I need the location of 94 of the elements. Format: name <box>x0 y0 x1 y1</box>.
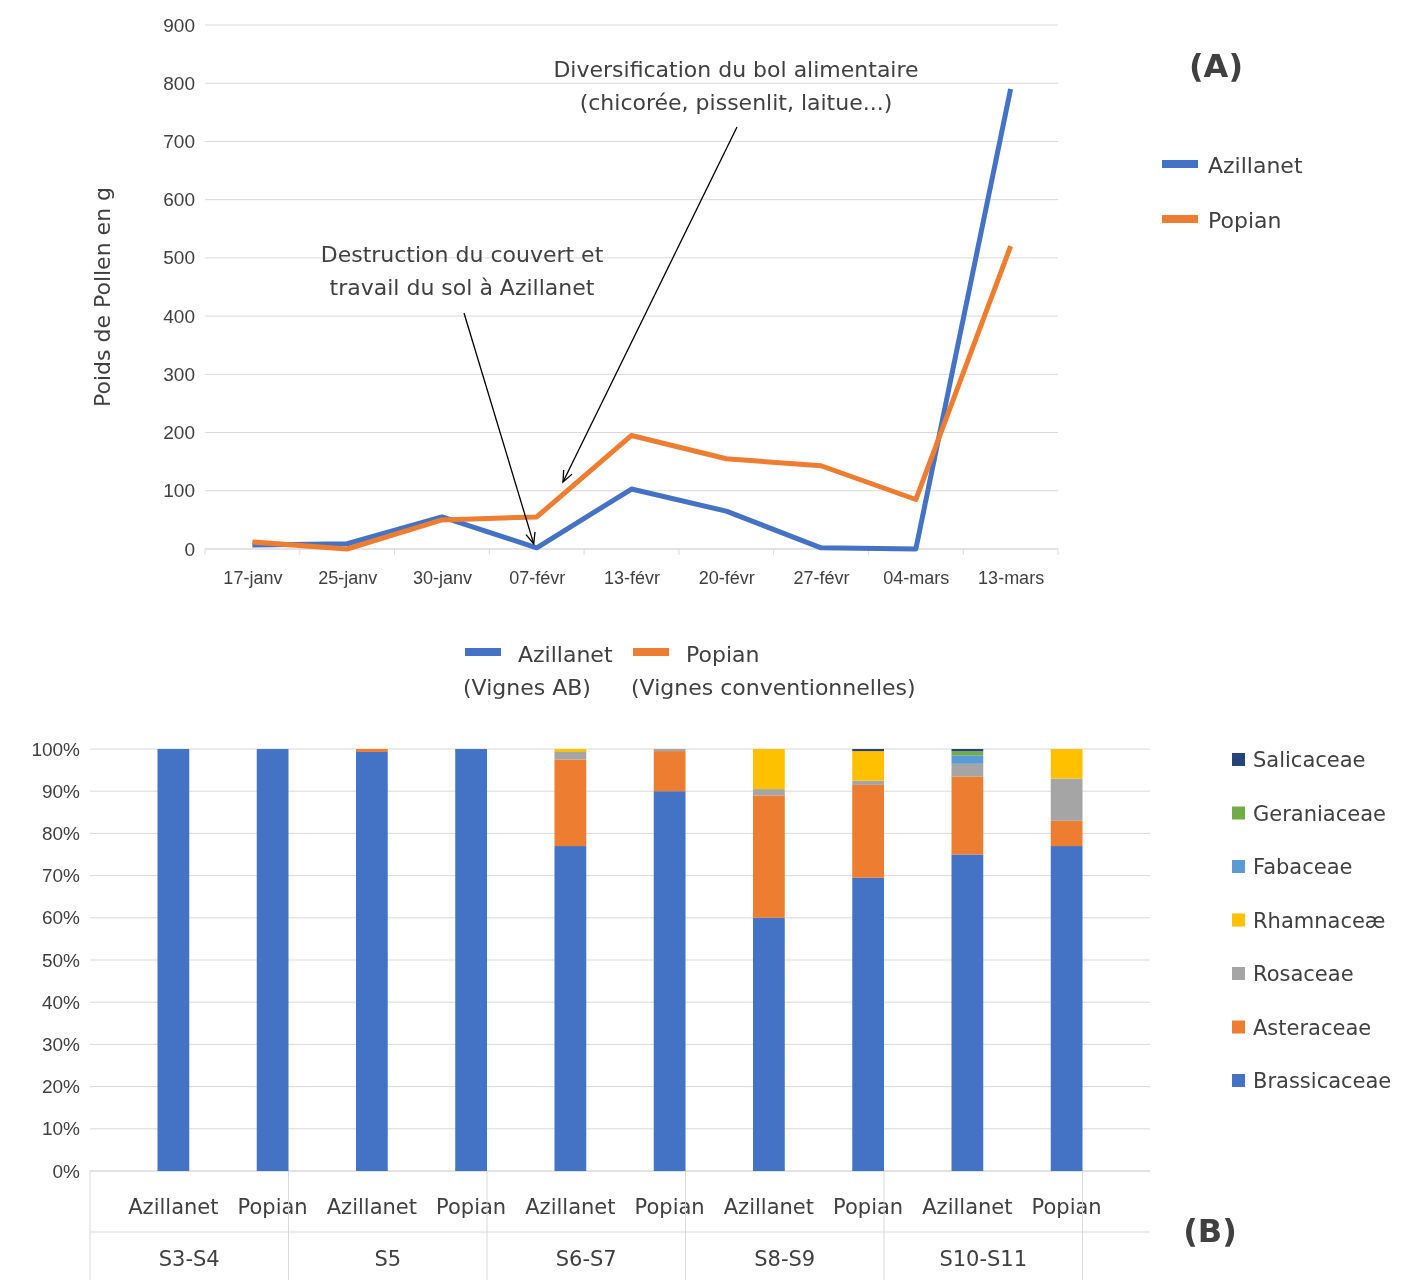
y-tick-label: 90% <box>41 780 81 802</box>
y-tick-label: 100 <box>163 480 195 502</box>
x-tick-label: 07-févr <box>509 567 566 588</box>
bar <box>852 751 885 781</box>
annotation: Diversification du bol alimentaire (chicorée, pissenlit, laitue...) <box>553 57 919 115</box>
bar <box>852 784 885 878</box>
x-tick-label: Popian <box>237 1195 308 1219</box>
bar <box>951 751 984 756</box>
legend-label: Asteraceae <box>1253 1015 1372 1040</box>
text: (A) <box>1188 47 1244 85</box>
y-tick-label: 80% <box>41 822 81 844</box>
bar <box>951 854 984 1171</box>
y-tick-label: 60% <box>41 907 81 929</box>
y-tick-label: 30% <box>41 1033 81 1055</box>
x-tick-label: Popian <box>833 1195 904 1219</box>
y-tick-label: 0 <box>184 538 195 560</box>
bar <box>852 780 885 785</box>
x-tick-label: Azillanet <box>723 1195 814 1219</box>
text: (Vignes conventionnelles) <box>631 675 916 700</box>
text: (Vignes AB) <box>463 675 591 700</box>
x-tick-label: 04-mars <box>883 567 950 588</box>
text: S5 <box>374 1247 402 1271</box>
text: Popian <box>1208 208 1282 233</box>
bar <box>753 789 785 796</box>
y-tick-label: 40% <box>41 991 81 1013</box>
bar <box>157 749 190 1171</box>
x-tick-label: Popian <box>1031 1195 1102 1219</box>
x-tick-label: Azillanet <box>525 1195 616 1219</box>
x-tick-label: 27-févr <box>793 567 850 588</box>
y-tick-label: 300 <box>163 363 195 385</box>
y-tick-label: 50% <box>41 949 81 971</box>
bar <box>554 846 587 1171</box>
text: Azillanet <box>1208 153 1303 178</box>
y-tick-label: 0% <box>52 1160 81 1182</box>
bar <box>951 763 984 777</box>
bar <box>355 751 388 1171</box>
y-tick-label: 10% <box>41 1118 81 1140</box>
x-tick-label: Popian <box>436 1195 507 1219</box>
text: (B) <box>1183 1212 1237 1250</box>
x-tick-label: 13-févr <box>603 567 661 588</box>
legend-label: Rosaceae <box>1253 962 1354 986</box>
legend-label: Salicaceae <box>1253 748 1366 772</box>
bar <box>1050 846 1083 1171</box>
x-tick-label: 25-janv <box>318 567 378 588</box>
text: S8-S9 <box>754 1247 816 1271</box>
text: S3-S4 <box>158 1247 220 1271</box>
bar <box>554 759 587 847</box>
x-tick-label: 30-janv <box>412 567 472 588</box>
x-tick-label: 17-janv <box>223 567 283 588</box>
bar <box>653 751 686 792</box>
bar <box>753 749 785 790</box>
x-tick-label: Azillanet <box>326 1195 417 1219</box>
x-tick-label: Popian <box>634 1195 705 1219</box>
y-tick-label: 20% <box>41 1076 81 1098</box>
y-tick-label: 500 <box>163 247 195 269</box>
bar <box>455 749 487 1171</box>
y-tick-label: 200 <box>163 422 195 444</box>
bar <box>1050 749 1083 779</box>
legend-label: Geraniaceae <box>1253 801 1386 826</box>
bar <box>951 776 984 855</box>
y-tick-label: 400 <box>163 305 195 327</box>
x-tick-label: 13-mars <box>978 567 1045 588</box>
y-axis-title: Poids de Pollen en g <box>90 186 115 408</box>
bar <box>554 749 587 752</box>
y-tick-label: 700 <box>163 131 195 153</box>
legend-label: Brassicaceae <box>1253 1069 1392 1093</box>
annotation: Destruction du couvert et travail du sol à Azillanet <box>320 242 604 300</box>
bar <box>1050 820 1083 847</box>
bar <box>554 751 587 760</box>
bar <box>951 755 984 764</box>
bar <box>355 749 388 752</box>
x-tick-label: 20-févr <box>698 567 755 588</box>
y-tick-label: 800 <box>163 72 195 94</box>
bar <box>753 917 785 1171</box>
bar <box>256 749 289 1171</box>
text: S10-S11 <box>939 1247 1028 1271</box>
legend-label: Fabaceae <box>1253 855 1353 879</box>
bar <box>653 749 686 752</box>
y-tick-label: 70% <box>41 865 81 887</box>
bar <box>951 749 984 752</box>
y-tick-label: 100% <box>31 738 81 760</box>
bar <box>852 877 885 1171</box>
y-tick-label: 900 <box>163 14 195 36</box>
y-tick-label: 600 <box>163 189 195 211</box>
legend-label: Popian <box>686 642 760 667</box>
bar <box>1050 778 1083 821</box>
x-tick-label: Azillanet <box>922 1195 1013 1219</box>
bar <box>653 791 686 1171</box>
legend-label: Azillanet <box>518 642 613 667</box>
bar <box>852 749 885 752</box>
text: S6-S7 <box>555 1247 617 1271</box>
bar <box>753 795 785 918</box>
legend-label: Rhamnaceæ <box>1253 908 1386 933</box>
x-tick-label: Azillanet <box>128 1195 219 1219</box>
